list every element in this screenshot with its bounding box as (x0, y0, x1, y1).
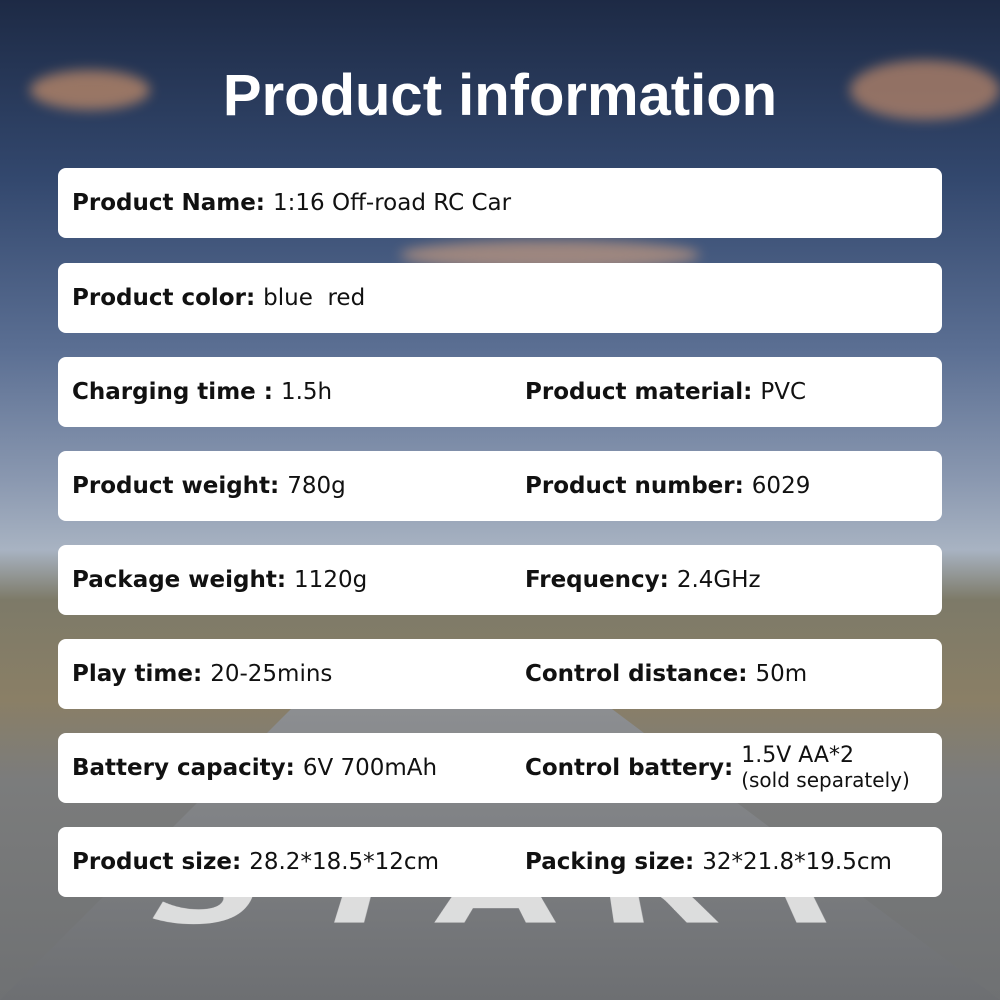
info-row: Product Name: 1:16 Off-road RC Car (58, 168, 942, 238)
value: blue red (263, 285, 366, 311)
info-row: Play time: 20-25mins Control distance: 50m (58, 639, 942, 709)
info-row: Product color: blue red (58, 263, 942, 333)
value: 28.2*18.5*12cm (249, 849, 439, 875)
value: 6V 700mAh (302, 755, 438, 781)
page-title: Product information (222, 63, 778, 128)
value: 50m (755, 661, 808, 687)
value: 2.4GHz (676, 567, 761, 593)
label: Charging time : (72, 379, 273, 405)
value: 6029 (751, 473, 811, 499)
product-size: Product size: 28.2*18.5*12cm (72, 849, 439, 875)
control-distance: Control distance: 50m (525, 661, 807, 687)
play-time: Play time: 20-25mins (72, 661, 332, 687)
product-number: Product number: 6029 (525, 473, 810, 499)
info-row: Battery capacity: 6V 700mAh Control batte… (58, 733, 942, 803)
value: 1.5h (280, 379, 333, 405)
value: 1:16 Off-road RC Car (273, 190, 512, 216)
label: Product Name: (72, 190, 266, 216)
value: 32*21.8*19.5cm (702, 849, 892, 875)
product-color: Product color: blue red (72, 285, 365, 311)
label: Battery capacity: (72, 755, 295, 781)
label: Product size: (72, 849, 242, 875)
value: 1120g (294, 567, 368, 593)
frequency: Frequency: 2.4GHz (525, 567, 761, 593)
product-material: Product material: PVC (525, 379, 806, 405)
info-row: Product size: 28.2*18.5*12cm Packing size… (58, 827, 942, 897)
product-name: Product Name: 1:16 Off-road RC Car (72, 190, 511, 216)
cloud (30, 70, 150, 110)
info-row: Package weight: 1120g Frequency: 2.4GHz (58, 545, 942, 615)
info-row: Product weight: 780g Product number: 6029 (58, 451, 942, 521)
label: Product weight: (72, 473, 280, 499)
label: Product material: (525, 379, 753, 405)
value: 780g (287, 473, 346, 499)
control-battery: Control battery: 1.5V AA*2 (sold separatel… (525, 743, 910, 793)
packing-size: Packing size: 32*21.8*19.5cm (525, 849, 892, 875)
info-row: Charging time : 1.5h Product material: PVC (58, 357, 942, 427)
cloud (850, 60, 1000, 120)
label: Control distance: (525, 661, 748, 687)
value: 20-25mins (210, 661, 333, 687)
package-weight: Package weight: 1120g (72, 567, 367, 593)
charging-time: Charging time : 1.5h (72, 379, 332, 405)
label: Play time: (72, 661, 203, 687)
product-weight: Product weight: 780g (72, 473, 346, 499)
label: Package weight: (72, 567, 287, 593)
label: Product color: (72, 285, 256, 311)
value: 1.5V AA*2 (741, 743, 854, 768)
value: PVC (760, 379, 807, 405)
battery-capacity: Battery capacity: 6V 700mAh (72, 755, 437, 781)
note: (sold separately) (741, 768, 910, 792)
label: Product number: (525, 473, 744, 499)
label: Packing size: (525, 849, 695, 875)
label: Control battery: (525, 755, 734, 781)
label: Frequency: (525, 567, 669, 593)
